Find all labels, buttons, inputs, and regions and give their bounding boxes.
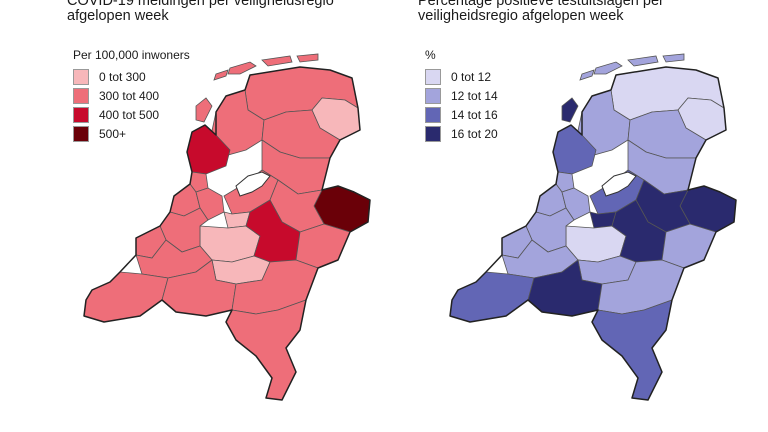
choropleth-map	[83, 53, 371, 401]
wadden-island	[662, 53, 685, 63]
legend-swatch	[73, 68, 89, 85]
choropleth-map	[449, 53, 737, 401]
legend-item: 0 tot 300	[70, 67, 190, 86]
wadden-island	[579, 69, 595, 81]
wadden-island	[593, 61, 623, 75]
legend-item: 12 tot 14	[422, 86, 498, 105]
right-map-panel: Percentage positieve testuitslagen per v…	[384, 0, 768, 432]
legend: % 0 tot 12 12 tot 14 14 tot 16 16 tot 20	[422, 48, 498, 143]
region-texel	[561, 97, 579, 123]
wadden-island	[213, 69, 229, 81]
region-limburg	[591, 299, 673, 401]
region-gelderland-zuid-e	[295, 223, 351, 269]
legend-swatch	[73, 106, 89, 123]
legend-swatch	[425, 68, 441, 85]
legend-item: 14 tot 16	[422, 105, 498, 124]
legend-title: Per 100,000 inwoners	[73, 48, 190, 62]
legend-item: 300 tot 400	[70, 86, 190, 105]
region-texel	[195, 97, 213, 123]
lake	[601, 171, 637, 197]
legend-item: 400 tot 500	[70, 105, 190, 124]
map-title: Percentage positieve testuitslagen per v…	[418, 0, 664, 24]
legend-swatch	[425, 125, 441, 142]
region-zeeland	[83, 271, 169, 323]
region-limburg	[225, 299, 307, 401]
legend: Per 100,000 inwoners 0 tot 300 300 tot 4…	[70, 48, 190, 143]
wadden-island	[261, 55, 293, 67]
legend-item: 500+	[70, 124, 190, 143]
map-title: COVID-19 meldingen per veiligheidsregio …	[67, 0, 334, 24]
wadden-island	[627, 55, 659, 67]
legend-swatch	[73, 125, 89, 142]
legend-item: 0 tot 12	[422, 67, 498, 86]
wadden-island	[227, 61, 257, 75]
legend-title: %	[425, 48, 436, 62]
country-outline	[449, 66, 737, 401]
wadden-island	[296, 53, 319, 63]
legend-swatch	[425, 87, 441, 104]
legend-item: 16 tot 20	[422, 124, 498, 143]
region-zeeland	[449, 271, 535, 323]
left-map-panel: COVID-19 meldingen per veiligheidsregio …	[67, 0, 371, 401]
lake	[235, 171, 271, 197]
legend-swatch	[425, 106, 441, 123]
legend-swatch	[73, 87, 89, 104]
region-gelderland-zuid-e	[661, 223, 717, 269]
country-outline	[83, 66, 371, 401]
